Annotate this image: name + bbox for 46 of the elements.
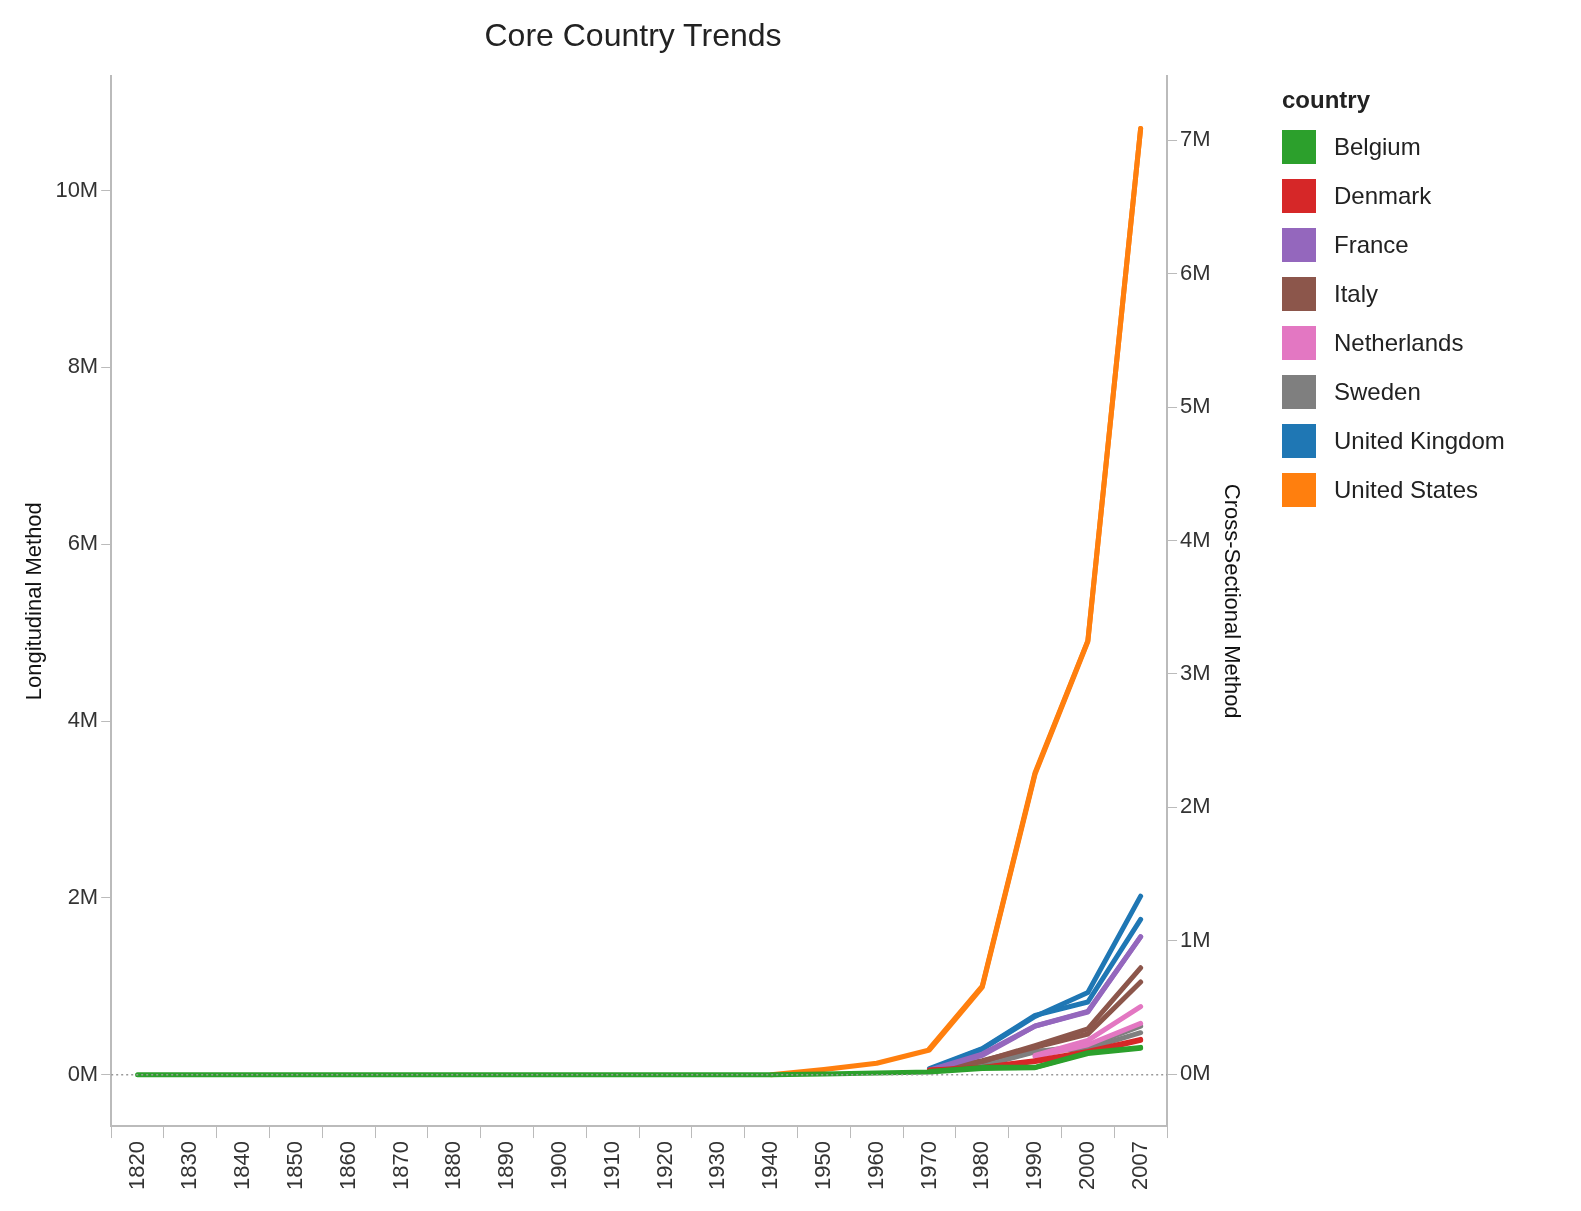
y2-tick-label: 5M xyxy=(1180,393,1211,419)
chart-title: Core Country Trends xyxy=(484,17,782,54)
y-tick-label: 2M xyxy=(67,883,99,909)
x-tick-label: 1900 xyxy=(545,1141,571,1191)
y2-axis-title: Cross-Sectional Method xyxy=(1219,483,1245,719)
y-axis-title: Longitudinal Method xyxy=(21,502,47,701)
x-tick-label: 1950 xyxy=(809,1141,835,1191)
legend-label: France xyxy=(1334,230,1409,259)
x-tick-label: 1820 xyxy=(123,1141,149,1191)
legend-label: United States xyxy=(1334,475,1479,504)
y2-tick-label: 0M xyxy=(1180,1060,1211,1086)
legend-label: Denmark xyxy=(1334,181,1432,210)
x-tick-label: 1940 xyxy=(757,1141,783,1191)
y2-tick-label: 1M xyxy=(1180,926,1211,952)
x-tick-label: 1860 xyxy=(334,1141,360,1191)
x-tick-label: 2007 xyxy=(1126,1141,1152,1191)
x-tick-label: 1970 xyxy=(915,1141,941,1191)
y-tick-label: 8M xyxy=(67,353,99,379)
x-tick-label: 1830 xyxy=(176,1141,202,1191)
legend-label: Sweden xyxy=(1334,377,1421,406)
legend-label: Italy xyxy=(1334,279,1379,308)
x-tick-label: 1840 xyxy=(229,1141,255,1191)
y2-tick-label: 4M xyxy=(1180,526,1211,552)
y2-tick-label: 2M xyxy=(1180,793,1211,819)
legend-label: Netherlands xyxy=(1334,328,1464,357)
y2-tick-label: 6M xyxy=(1180,259,1211,285)
x-tick-label: 1920 xyxy=(651,1141,677,1191)
y-tick-label: 0M xyxy=(67,1060,99,1086)
x-tick-label: 1990 xyxy=(1021,1141,1047,1191)
x-tick-label: 1910 xyxy=(598,1141,624,1191)
x-tick-label: 1960 xyxy=(862,1141,888,1191)
x-tick-label: 1930 xyxy=(704,1141,730,1191)
x-tick-label: 2000 xyxy=(1073,1141,1099,1191)
x-tick-label: 1880 xyxy=(440,1141,466,1191)
x-tick-label: 1980 xyxy=(968,1141,994,1191)
y2-tick-label: 7M xyxy=(1180,126,1211,152)
x-tick-label: 1850 xyxy=(282,1141,308,1191)
y-tick-label: 10M xyxy=(55,176,99,202)
x-tick-label: 1890 xyxy=(493,1141,519,1191)
legend-label: United Kingdom xyxy=(1334,426,1505,455)
x-tick-label: 1870 xyxy=(387,1141,413,1191)
legend-label: Belgium xyxy=(1334,132,1421,161)
y-tick-label: 4M xyxy=(67,707,99,733)
legend-title: country xyxy=(1282,86,1371,114)
y-tick-label: 6M xyxy=(67,530,99,556)
y2-tick-label: 3M xyxy=(1180,659,1211,685)
